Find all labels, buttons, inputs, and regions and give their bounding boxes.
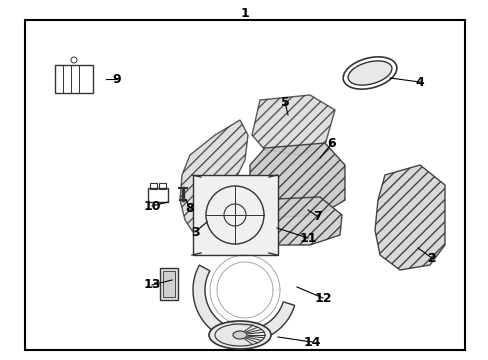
Bar [163,271,175,297]
Bar [150,183,157,189]
Polygon shape [193,265,294,342]
Text: 8: 8 [185,202,194,215]
Bar [160,268,178,300]
Polygon shape [249,143,345,218]
Text: 14: 14 [303,336,320,348]
Text: 6: 6 [327,136,336,149]
Text: 13: 13 [143,279,161,292]
Ellipse shape [208,321,270,349]
Polygon shape [374,165,444,270]
Text: 7: 7 [312,210,321,222]
Text: 4: 4 [415,76,424,89]
Text: 5: 5 [280,95,289,108]
Text: 3: 3 [190,225,199,239]
Bar [193,175,278,255]
Bar [55,65,93,93]
Text: 1: 1 [240,6,249,19]
Polygon shape [242,197,341,245]
Text: 11: 11 [299,231,316,244]
Bar [148,188,168,202]
Text: 10: 10 [143,199,161,212]
Ellipse shape [347,61,391,85]
Polygon shape [180,120,247,240]
Text: 12: 12 [314,292,331,305]
Polygon shape [251,95,334,155]
Ellipse shape [232,331,246,339]
Bar [159,183,165,189]
Text: 2: 2 [427,252,435,265]
Text: 9: 9 [112,72,121,86]
Bar [25,20,464,350]
